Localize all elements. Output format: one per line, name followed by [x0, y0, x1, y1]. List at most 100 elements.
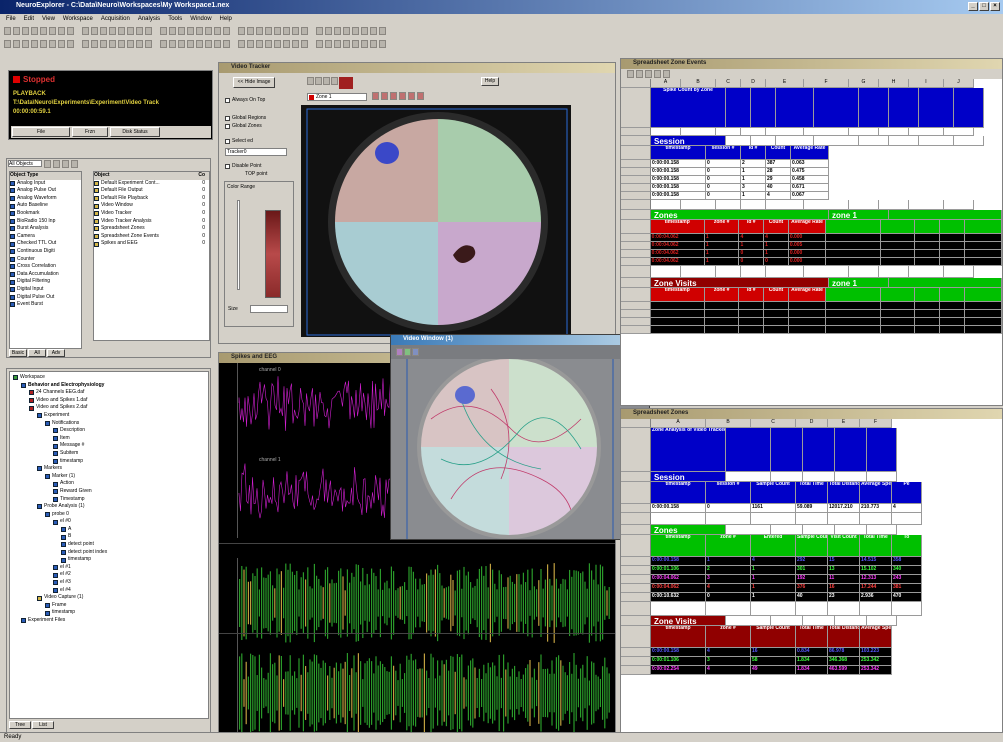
sheet-tool-icon[interactable]: [663, 70, 670, 78]
toolbar-icon[interactable]: [370, 27, 377, 35]
sheet-cell[interactable]: 358: [892, 557, 922, 566]
menu-workspace[interactable]: Workspace: [62, 16, 93, 22]
sheet-cell[interactable]: [739, 318, 765, 326]
sheet-cell[interactable]: [964, 310, 1002, 318]
row-header[interactable]: [621, 220, 651, 234]
row-header[interactable]: [621, 648, 651, 657]
sheet-cell[interactable]: 29: [766, 176, 791, 184]
sheet-cell[interactable]: 253.342: [860, 657, 892, 666]
sheet-cell[interactable]: 2: [741, 160, 766, 168]
row-header[interactable]: [621, 250, 651, 258]
object-type-item[interactable]: Digital Filtering: [10, 278, 81, 286]
sheet-cell[interactable]: 0.000: [788, 250, 827, 258]
row-header[interactable]: [621, 242, 651, 250]
toolbar-icon[interactable]: [274, 40, 281, 48]
sheet-cell[interactable]: 0: [706, 160, 741, 168]
sheet-cell[interactable]: [964, 220, 1002, 234]
sheet-cell[interactable]: Id #: [741, 146, 766, 160]
sheet-cell[interactable]: [964, 318, 1002, 326]
frzn-button[interactable]: Frzn: [72, 127, 108, 137]
object-item[interactable]: Default File Playback 0: [94, 195, 209, 203]
sheet-cell[interactable]: [726, 88, 751, 128]
tree-node[interactable]: timestamp: [10, 609, 208, 617]
range-slider[interactable]: [237, 200, 240, 290]
sheet-cell[interactable]: [771, 428, 803, 472]
toolbar-icon[interactable]: [58, 27, 65, 35]
sheet-cell[interactable]: 12017.210: [828, 504, 860, 513]
object-type-item[interactable]: Analog Input: [10, 180, 81, 188]
toolbar-icon[interactable]: [127, 40, 134, 48]
sheet-cell[interactable]: Count: [764, 220, 789, 234]
toolbar-icon[interactable]: [301, 40, 308, 48]
sheet-cell[interactable]: [788, 310, 827, 318]
sheet-cell[interactable]: Sample Count: [751, 626, 796, 648]
sheet-cell[interactable]: zone #: [706, 626, 751, 648]
sheet-cell[interactable]: [889, 136, 919, 146]
sheet-cell[interactable]: [964, 302, 1002, 310]
toolbar-icon[interactable]: [178, 40, 185, 48]
sheet-cell[interactable]: 0: [739, 258, 765, 266]
toolbar-icon[interactable]: [283, 27, 290, 35]
sheet-cell[interactable]: 4: [764, 234, 789, 242]
sheet-cell[interactable]: [909, 128, 944, 136]
sheet-cell[interactable]: [892, 602, 922, 616]
row-header[interactable]: [621, 326, 651, 334]
sheet-cell[interactable]: 11: [828, 575, 860, 584]
sheet-cell[interactable]: [915, 310, 940, 318]
sheet-cell[interactable]: Session: [651, 472, 726, 482]
sheet-cell[interactable]: [964, 288, 1002, 302]
toolbar-icon[interactable]: [352, 40, 359, 48]
sheet-cell[interactable]: 1: [741, 192, 766, 200]
sheet-cell[interactable]: 0:00:00.158: [651, 168, 706, 176]
object-item[interactable]: Spreadsheet Zones 0: [94, 225, 209, 233]
objects-tab[interactable]: Adv: [47, 349, 65, 357]
sheet-cell[interactable]: 1: [751, 566, 796, 575]
sheet-cell[interactable]: 0.000: [788, 234, 827, 242]
sheet-cell[interactable]: [704, 326, 740, 334]
toolbar-icon[interactable]: [205, 27, 212, 35]
sheet-cell[interactable]: [726, 472, 771, 482]
sheet-cell[interactable]: [880, 220, 916, 234]
sheet-cell[interactable]: 40: [766, 184, 791, 192]
sheet-cell[interactable]: [704, 318, 740, 326]
sheet-cell[interactable]: [804, 128, 849, 136]
sheet-cell[interactable]: Zone Visits: [651, 278, 829, 288]
sheet-cell[interactable]: [880, 234, 916, 242]
sheet-cell[interactable]: [764, 326, 789, 334]
size-input[interactable]: [250, 305, 288, 313]
sheet-cell[interactable]: 0:00:00.158: [651, 176, 706, 184]
row-header[interactable]: [621, 419, 651, 428]
sheet-cell[interactable]: 4: [706, 584, 751, 593]
toolbar-icon[interactable]: [82, 40, 89, 48]
tree-node[interactable]: Video and Spikes 1.daf: [10, 397, 208, 405]
tree-node[interactable]: A: [10, 526, 208, 534]
toolbar-icon[interactable]: [361, 27, 368, 35]
sheet-cell[interactable]: [796, 513, 828, 525]
sheet-cell[interactable]: [771, 525, 803, 535]
sheet-cell[interactable]: [915, 326, 940, 334]
toolbar-icon[interactable]: [4, 40, 11, 48]
tracker-tool-icon[interactable]: [307, 77, 314, 85]
sheet-cell[interactable]: E: [766, 79, 804, 88]
sheet-cell[interactable]: [726, 525, 771, 535]
sheet-cell[interactable]: 0.458: [791, 176, 829, 184]
video-tool-icon[interactable]: [396, 348, 403, 356]
toolbar-icon[interactable]: [136, 27, 143, 35]
sheet-cell[interactable]: 0.475: [791, 168, 829, 176]
row-header[interactable]: [621, 79, 651, 88]
sheet-cell[interactable]: J: [944, 79, 974, 88]
sheet-cell[interactable]: [964, 250, 1002, 258]
tree-node[interactable]: Item: [10, 435, 208, 443]
workspace-tab[interactable]: Tree: [9, 721, 31, 729]
sheet-cell[interactable]: [849, 266, 879, 278]
sheet-cell[interactable]: [867, 428, 897, 472]
toolbar-icon[interactable]: [196, 40, 203, 48]
tracker-tool-icon[interactable]: [331, 77, 338, 85]
sheet-cell[interactable]: 0: [706, 192, 741, 200]
toolbar-icon[interactable]: [343, 27, 350, 35]
tree-node[interactable]: detect point: [10, 541, 208, 549]
sheet-cell[interactable]: Average Rate: [788, 288, 827, 302]
sheet-cell[interactable]: [741, 266, 766, 278]
sheet-cell[interactable]: 4: [706, 648, 751, 657]
sheet-cell[interactable]: [771, 616, 803, 626]
